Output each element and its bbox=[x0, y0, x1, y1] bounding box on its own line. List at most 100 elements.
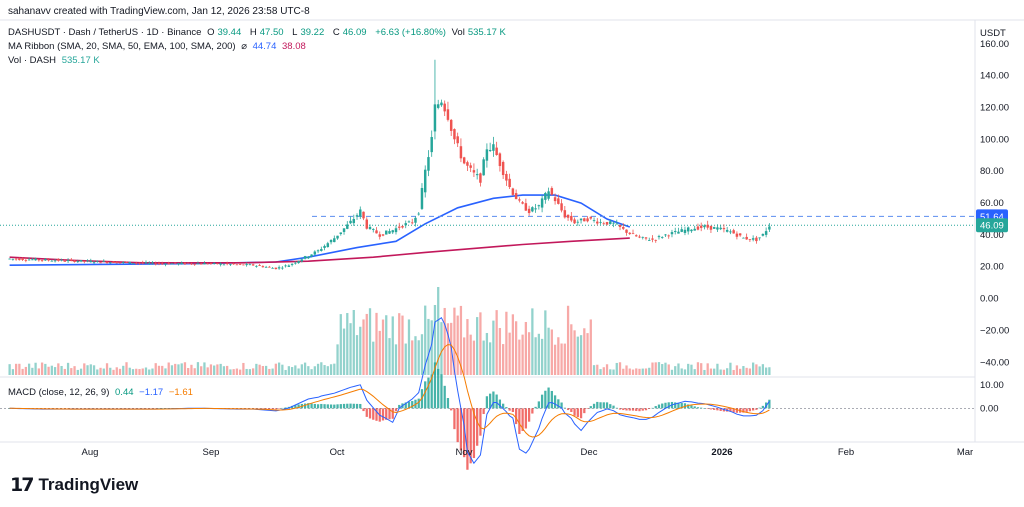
volume-bar bbox=[128, 367, 131, 375]
ma-legend[interactable]: MA Ribbon (SMA, 20, SMA, 50, EMA, 100, S… bbox=[8, 41, 309, 52]
volume-bar bbox=[625, 365, 628, 375]
volume-bar bbox=[83, 363, 86, 375]
macd-histogram-bar bbox=[281, 407, 284, 409]
candle-body bbox=[407, 221, 411, 223]
volume-bar bbox=[375, 312, 378, 375]
price-tick-label: 120.00 bbox=[980, 103, 1009, 114]
volume-bar bbox=[287, 366, 290, 375]
candle-body bbox=[596, 221, 599, 224]
symbol-name: DASHUSDT · Dash / TetherUS · 1D · Binanc… bbox=[8, 27, 202, 38]
macd-histogram-bar bbox=[719, 408, 722, 411]
volume-bar bbox=[89, 364, 92, 375]
volume-bar bbox=[745, 367, 748, 375]
candle-body bbox=[196, 263, 200, 265]
volume-bar bbox=[190, 364, 193, 375]
volume-bar bbox=[433, 305, 437, 375]
volume-bar bbox=[154, 363, 157, 375]
candle-body bbox=[238, 263, 242, 265]
candle-body bbox=[99, 262, 102, 264]
volume-bar bbox=[495, 310, 498, 375]
volume-bar bbox=[641, 368, 644, 375]
macd-histogram-bar bbox=[735, 408, 739, 413]
candle-body bbox=[329, 239, 333, 243]
ma-value-2: 38.08 bbox=[282, 41, 306, 52]
volume-bar bbox=[424, 305, 427, 375]
volume-bar bbox=[381, 319, 385, 375]
macd-histogram-bar bbox=[417, 398, 420, 409]
candle-body bbox=[96, 260, 99, 262]
candle-body bbox=[271, 267, 274, 269]
candle-body bbox=[18, 258, 21, 261]
volume-bar bbox=[531, 308, 534, 375]
candle-body bbox=[433, 104, 437, 132]
candle-body bbox=[651, 238, 654, 240]
macd-histogram-bar bbox=[586, 408, 589, 409]
volume-bar bbox=[605, 364, 609, 375]
macd-legend[interactable]: MACD (close, 12, 26, 9) 0.44 −1.17 −1.61 bbox=[8, 387, 196, 398]
candle-body bbox=[417, 213, 420, 215]
volume-bar bbox=[112, 369, 115, 375]
volume-bar bbox=[73, 366, 76, 375]
candle-body bbox=[622, 227, 625, 229]
candle-body bbox=[618, 224, 622, 228]
candle-body bbox=[459, 146, 463, 159]
volume-bar bbox=[135, 368, 138, 375]
volume-bar bbox=[589, 319, 592, 375]
volume-bar bbox=[21, 368, 24, 375]
volume-bar bbox=[131, 369, 135, 375]
volume-bar bbox=[657, 362, 661, 375]
macd-histogram-bar bbox=[479, 408, 482, 436]
volume-bar bbox=[339, 314, 342, 375]
volume-bar bbox=[404, 343, 407, 375]
macd-histogram-bar bbox=[518, 408, 521, 435]
candle-body bbox=[326, 243, 330, 248]
candle-body bbox=[313, 251, 317, 255]
candle-body bbox=[255, 265, 258, 267]
candle-body bbox=[157, 263, 161, 265]
macd-histogram-bar bbox=[135, 408, 138, 409]
volume-bar bbox=[11, 369, 15, 375]
macd-histogram-bar bbox=[677, 402, 680, 409]
macd-histogram-bar bbox=[102, 408, 105, 409]
macd-histogram-bar bbox=[463, 408, 466, 458]
volume-bar bbox=[479, 312, 482, 375]
macd-histogram-bar bbox=[625, 408, 628, 411]
volume-bar bbox=[414, 336, 417, 375]
macd-histogram-bar bbox=[96, 408, 99, 409]
volume-bar bbox=[654, 362, 657, 375]
volume-bar bbox=[755, 364, 758, 375]
volume-bar bbox=[336, 344, 339, 375]
symbol-legend[interactable]: DASHUSDT · Dash / TetherUS · 1D · Binanc… bbox=[8, 27, 512, 38]
candle-body bbox=[258, 264, 261, 266]
candle-body bbox=[660, 237, 664, 238]
volume-bar bbox=[310, 369, 313, 375]
candle-body bbox=[631, 233, 635, 235]
volume-bar bbox=[60, 365, 63, 375]
candle-body bbox=[462, 157, 466, 164]
macd-histogram-bar bbox=[508, 408, 511, 411]
volume-bar bbox=[505, 311, 508, 375]
candle-body bbox=[368, 226, 372, 230]
volume-bar bbox=[209, 364, 213, 375]
candle-body bbox=[193, 263, 196, 265]
volume-bar bbox=[440, 322, 443, 375]
macd-histogram-bar bbox=[375, 408, 378, 421]
candle-body bbox=[553, 197, 557, 202]
macd-histogram-bar bbox=[599, 402, 602, 409]
macd-histogram-bar bbox=[485, 396, 489, 409]
time-tick-label: Oct bbox=[330, 447, 345, 458]
candle-body bbox=[602, 223, 606, 225]
tradingview-logo[interactable]: 17 TradingView bbox=[10, 474, 138, 496]
candle-body bbox=[628, 232, 631, 234]
volume-legend[interactable]: Vol · DASH 535.17 K bbox=[8, 55, 103, 66]
candle-body bbox=[699, 225, 703, 228]
volume-bar bbox=[378, 330, 381, 375]
volume-bar bbox=[398, 313, 401, 375]
volume-bar bbox=[57, 363, 60, 375]
volume-bar bbox=[566, 305, 570, 375]
macd-histogram-bar bbox=[537, 401, 540, 409]
volume-bar bbox=[729, 362, 732, 375]
volume-bar bbox=[229, 369, 232, 375]
candle-body bbox=[385, 230, 388, 235]
